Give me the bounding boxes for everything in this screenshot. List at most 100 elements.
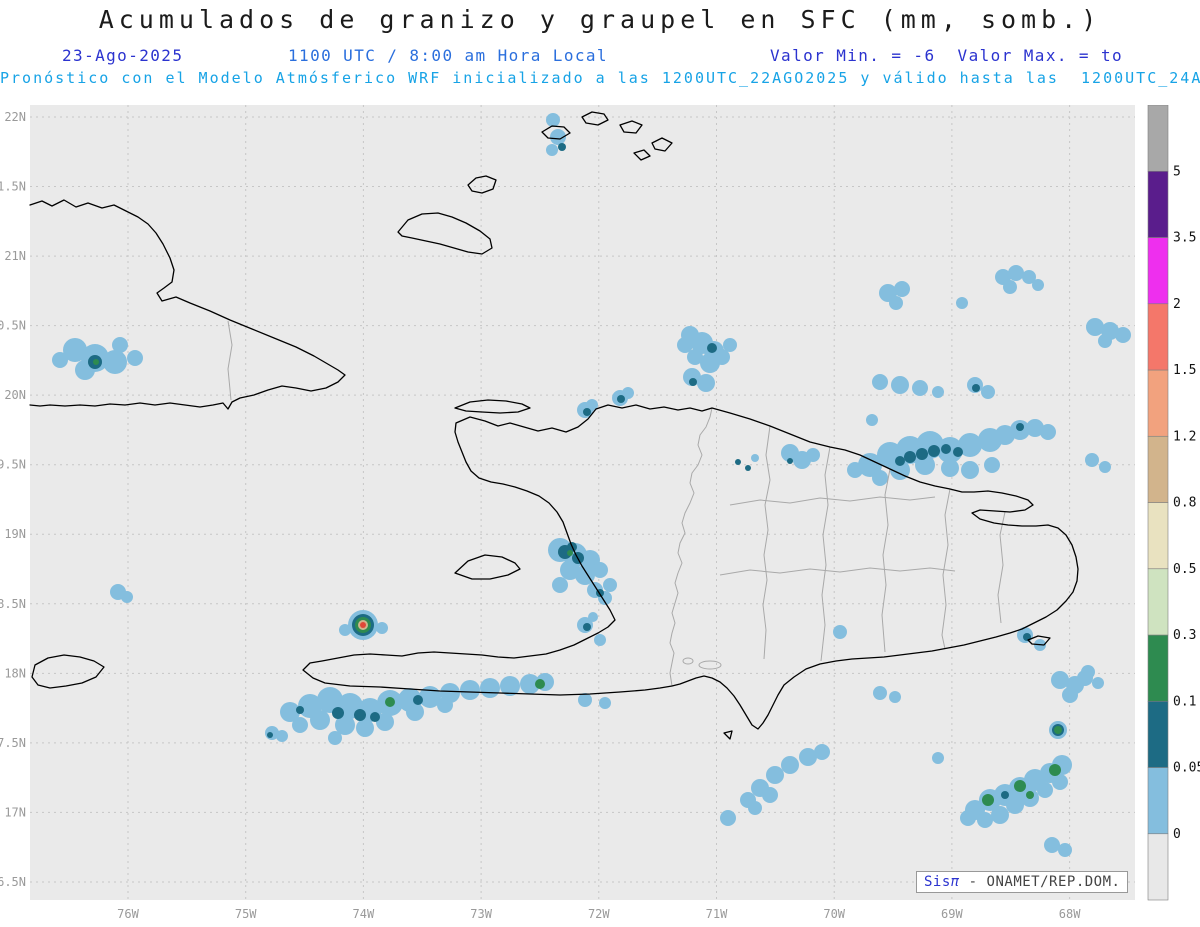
precip-blob xyxy=(735,459,741,465)
precip-blob xyxy=(872,470,888,486)
precip-blob xyxy=(103,350,127,374)
precip-blob xyxy=(583,623,591,631)
precip-blob xyxy=(958,433,982,457)
precip-blob xyxy=(941,444,951,454)
lat-tick-label: 19N xyxy=(4,527,26,541)
border-province-h2 xyxy=(719,567,956,576)
colorbar-segment xyxy=(1147,700,1169,768)
precip-blob xyxy=(787,458,793,464)
precip-blob xyxy=(748,801,762,815)
precip-blob xyxy=(280,702,300,722)
precip-blob xyxy=(1081,665,1095,679)
coastline-great-inagua xyxy=(397,212,493,255)
precip-blob xyxy=(1098,334,1112,348)
precip-blob xyxy=(603,578,617,592)
precip-blob xyxy=(1006,796,1024,814)
precip-blob xyxy=(370,712,380,722)
colorbar-tick-label: 0.3 xyxy=(1173,628,1196,643)
precip-blob xyxy=(276,730,288,742)
precip-blob xyxy=(406,703,424,721)
precip-blob xyxy=(972,384,980,392)
lake-enriquillo xyxy=(698,660,722,670)
lon-tick-label: 76W xyxy=(117,907,139,921)
coastline-cuba xyxy=(29,199,346,410)
precip-blob xyxy=(52,352,68,368)
precip-blob xyxy=(1052,774,1068,790)
precip-blob xyxy=(546,113,560,127)
colorbar-segment xyxy=(1147,833,1169,901)
precip-blob xyxy=(689,378,697,386)
precip-blob xyxy=(328,731,342,745)
colorbar-tick-label: 5 xyxy=(1173,164,1181,179)
precip-blob xyxy=(520,674,540,694)
precip-blob xyxy=(112,337,128,353)
precip-blob xyxy=(376,713,394,731)
colorbar-tick-label: 0.8 xyxy=(1173,496,1196,511)
precip-blob xyxy=(1062,687,1078,703)
precip-blob xyxy=(814,744,830,760)
precip-blob xyxy=(1092,677,1104,689)
coastline-jamaica xyxy=(31,654,105,689)
colorbar-tick-label: 1.5 xyxy=(1173,363,1196,378)
precip-blob xyxy=(583,408,591,416)
lat-tick-label: 6.5N xyxy=(0,875,26,889)
lon-tick-label: 72W xyxy=(588,907,610,921)
precip-blob xyxy=(953,447,963,457)
precip-blob xyxy=(677,337,693,353)
watermark-pi-symbol: π xyxy=(950,874,960,890)
chart-title: Acumulados de granizo y graupel en SFC (… xyxy=(98,5,1102,34)
precip-blob xyxy=(360,622,366,628)
precip-blob xyxy=(745,465,751,471)
precip-blob xyxy=(1044,837,1060,853)
precip-blob xyxy=(332,707,344,719)
colorbar-segment xyxy=(1147,568,1169,636)
colorbar-segment xyxy=(1147,170,1169,238)
precip-blob xyxy=(437,697,453,713)
precip-blob xyxy=(1026,791,1034,799)
lon-tick-label: 68W xyxy=(1059,907,1081,921)
lat-tick-label: 18N xyxy=(4,666,26,680)
colorbar-segment xyxy=(1147,303,1169,371)
precip-blob xyxy=(63,338,87,362)
valid-date-label: 23-Ago-2025 xyxy=(62,46,184,65)
lat-tick-label: 1.5N xyxy=(0,180,26,194)
precip-blob xyxy=(723,338,737,352)
precip-blob xyxy=(546,144,558,156)
precip-blob xyxy=(895,456,905,466)
precip-blob xyxy=(1014,780,1026,792)
model-init-line: Pronóstico con el Modelo Atmósferico WRF… xyxy=(0,69,1200,87)
colorbar-segment xyxy=(1147,237,1169,305)
precip-blob xyxy=(376,622,388,634)
precip-blob xyxy=(1008,265,1024,281)
precip-blob xyxy=(552,577,568,593)
border-province-1 xyxy=(762,425,771,660)
precip-blob xyxy=(1003,280,1017,294)
precip-blob xyxy=(977,812,993,828)
precip-blob xyxy=(1022,270,1036,284)
colorbar-tick-label: 2 xyxy=(1173,297,1181,312)
minmax-values-label: Valor Min. = -6 Valor Max. = to xyxy=(770,46,1124,65)
precip-blob xyxy=(991,806,1009,824)
lon-tick-label: 73W xyxy=(470,907,492,921)
precip-blob xyxy=(1099,461,1111,473)
colorbar-tick-label: 1.2 xyxy=(1173,429,1196,444)
precip-blob xyxy=(714,349,730,365)
coastline-little-inagua xyxy=(467,175,497,194)
coastline-tortue-island xyxy=(454,399,531,414)
colorbar-segment xyxy=(1147,105,1169,172)
precip-blob xyxy=(751,454,759,462)
precip-blob xyxy=(1054,726,1062,734)
precip-blob xyxy=(93,359,99,365)
precip-blob xyxy=(890,460,910,480)
precip-blob xyxy=(121,591,133,603)
precip-blob xyxy=(413,695,423,705)
precip-blob xyxy=(941,459,959,477)
lon-tick-label: 75W xyxy=(235,907,257,921)
precip-blob xyxy=(599,697,611,709)
precip-blob xyxy=(310,710,330,730)
precip-blob xyxy=(707,343,717,353)
precip-blob xyxy=(317,687,343,713)
precip-blob xyxy=(1037,782,1053,798)
coastline-turks-caicos xyxy=(541,111,673,161)
